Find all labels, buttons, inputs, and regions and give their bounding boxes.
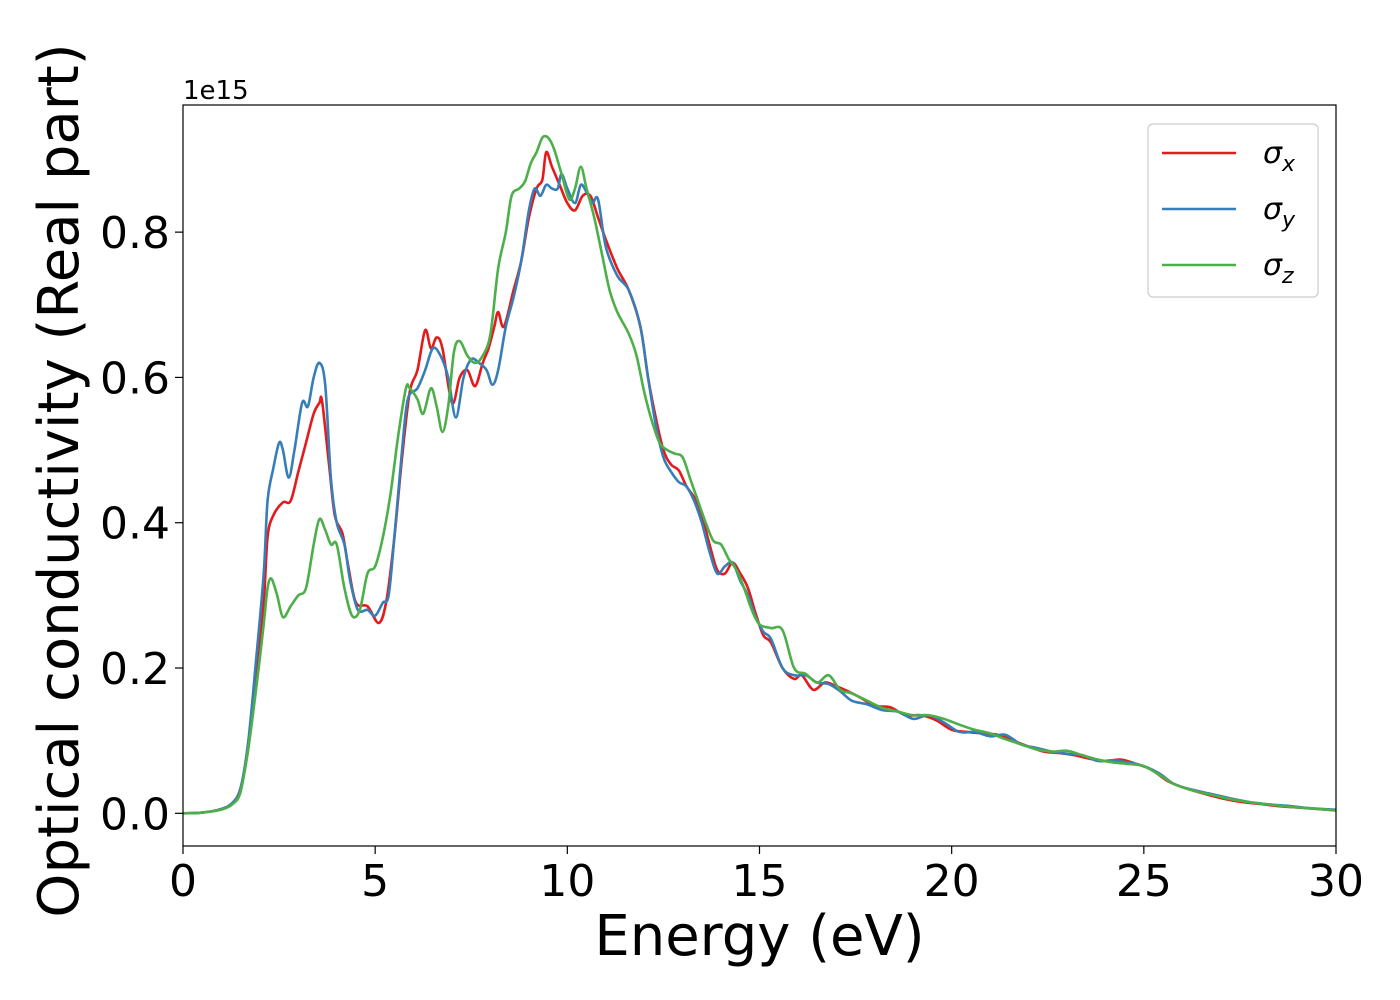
x-tick-label: 10 — [539, 856, 595, 907]
legend-label-y: σy — [1263, 192, 1296, 233]
series-line-y — [183, 172, 1336, 815]
legend-label-x: σx — [1263, 136, 1296, 177]
y-tick-label: 0.6 — [100, 353, 170, 404]
y-axis-label: Optical conductivity (Real part) — [27, 43, 92, 917]
legend-label-z: σz — [1263, 248, 1294, 289]
legend: σx σy σz — [1147, 123, 1319, 298]
y-axis-ticks: 0.0 0.2 0.4 0.6 0.8 — [100, 208, 183, 840]
x-tick-label: 30 — [1308, 856, 1364, 907]
legend-box — [1147, 123, 1319, 298]
series-line-z — [183, 134, 1336, 815]
y-tick-label: 0.2 — [100, 644, 170, 695]
x-tick-label: 15 — [732, 856, 788, 907]
x-tick-label: 0 — [169, 856, 197, 907]
y-offset-text: 1e15 — [183, 76, 249, 106]
y-tick-label: 0.4 — [100, 499, 170, 550]
x-tick-label: 20 — [924, 856, 980, 907]
x-tick-label: 5 — [361, 856, 389, 907]
x-axis-ticks: 0 5 10 15 20 25 30 — [169, 846, 1364, 907]
y-tick-label: 0.8 — [100, 208, 170, 259]
y-tick-label: 0.0 — [100, 789, 170, 840]
x-tick-label: 25 — [1116, 856, 1172, 907]
x-axis-label: Energy (eV) — [594, 904, 924, 969]
series-layer — [183, 134, 1336, 815]
